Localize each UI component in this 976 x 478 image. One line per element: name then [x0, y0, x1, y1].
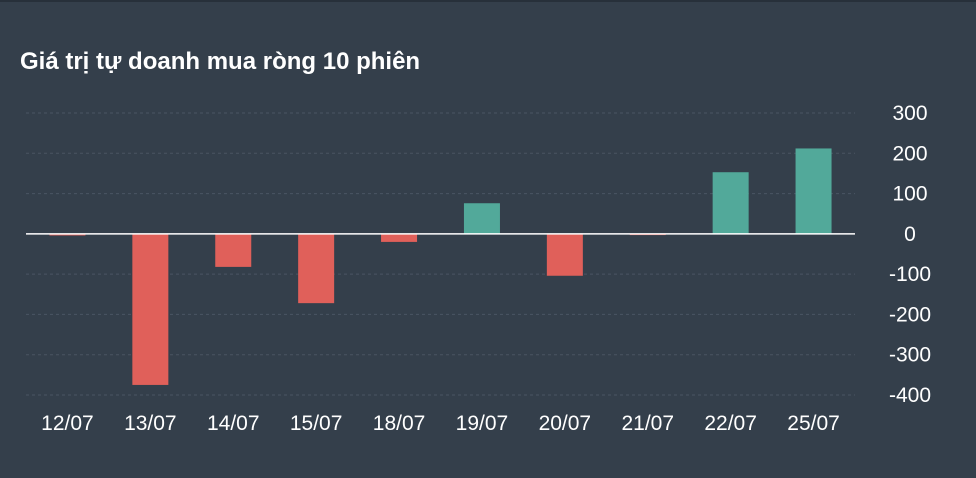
y-tick-label: -400	[889, 384, 931, 407]
x-tick-label: 25/07	[787, 412, 840, 435]
bar-20-07	[546, 233, 583, 276]
bar-15-07	[298, 233, 335, 304]
y-axis: 300 200 100 0 -100 -200 -300 -400	[889, 102, 931, 407]
bar-19-07	[463, 203, 500, 234]
x-tick-label: 19/07	[456, 412, 509, 435]
y-tick-label: 300	[892, 102, 927, 125]
x-tick-label: 20/07	[539, 412, 592, 435]
x-tick-label: 13/07	[124, 412, 177, 435]
y-tick-label: 100	[892, 183, 927, 206]
chart-title: Giá trị tự doanh mua ròng 10 phiên	[20, 48, 421, 75]
bar-12-07	[49, 233, 86, 236]
x-tick-label: 12/07	[41, 412, 94, 435]
bar-25-07	[795, 148, 832, 234]
x-tick-label: 18/07	[373, 412, 426, 435]
bar-22-07	[712, 172, 749, 234]
y-tick-label: 0	[904, 223, 916, 246]
y-tick-label: 200	[892, 142, 927, 165]
x-tick-label: 15/07	[290, 412, 343, 435]
y-tick-label: -200	[889, 303, 931, 326]
x-tick-label: 14/07	[207, 412, 260, 435]
bar-14-07	[215, 233, 252, 267]
x-tick-label: 21/07	[621, 412, 674, 435]
x-tick-label: 22/07	[704, 412, 757, 435]
bar-18-07	[381, 233, 418, 242]
x-axis: 12/07 13/07 14/07 15/07 18/07 19/07 20/07 21/07…	[41, 412, 840, 435]
y-tick-label: -100	[889, 263, 931, 286]
bar-13-07	[132, 233, 169, 385]
bars	[49, 148, 832, 385]
y-tick-label: -300	[889, 344, 931, 367]
